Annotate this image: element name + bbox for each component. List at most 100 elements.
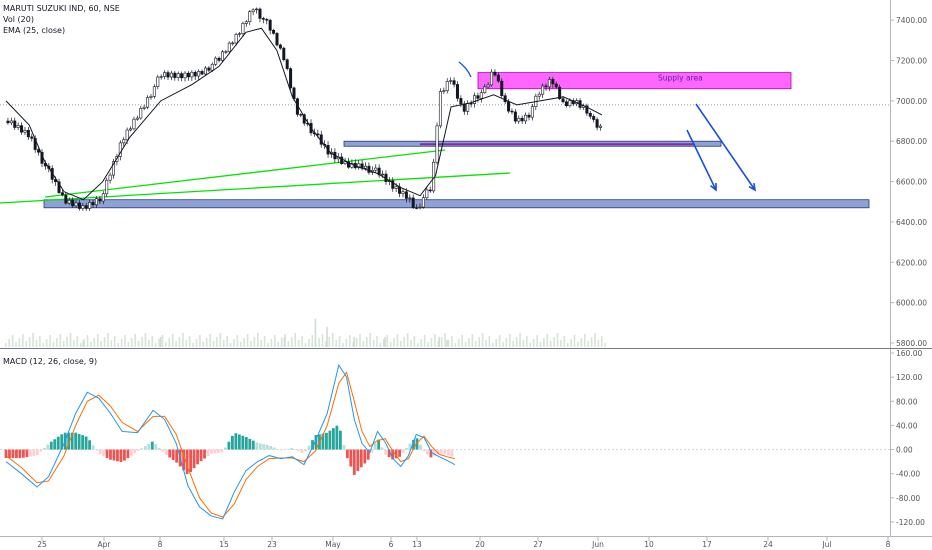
volume-bar bbox=[505, 338, 508, 347]
volume-bar bbox=[587, 341, 589, 347]
candle-body bbox=[421, 197, 425, 208]
volume-bar bbox=[406, 333, 409, 347]
volume-bar bbox=[212, 341, 215, 347]
time-tick-label: 13 bbox=[412, 540, 422, 549]
candle-body bbox=[343, 161, 347, 164]
candle-body bbox=[105, 179, 109, 195]
volume-bar bbox=[457, 339, 460, 347]
macd-histogram-bar bbox=[408, 443, 412, 450]
volume-bar bbox=[430, 338, 433, 347]
volume-bar bbox=[566, 343, 569, 347]
candle-body bbox=[183, 72, 187, 79]
candle-body bbox=[166, 72, 170, 78]
candle-body bbox=[595, 119, 599, 128]
volume-bar bbox=[274, 335, 276, 347]
macd-histogram-bar bbox=[116, 449, 119, 462]
macd-histogram-bar bbox=[220, 449, 224, 453]
volume-bar bbox=[113, 336, 116, 347]
projection-arrow-1-head bbox=[710, 182, 717, 192]
projection-arrow-2-head bbox=[748, 182, 757, 192]
candle-body bbox=[238, 33, 242, 35]
macd-histogram-bar bbox=[105, 449, 109, 458]
volume-spike-bar bbox=[82, 340, 84, 347]
candle-body bbox=[169, 72, 173, 78]
volume-bar bbox=[117, 343, 119, 347]
candle-body bbox=[381, 173, 385, 176]
time-tick-label: May bbox=[325, 540, 341, 549]
volume-bar bbox=[297, 340, 300, 347]
candle-body bbox=[255, 8, 259, 11]
volume-bar bbox=[318, 338, 320, 347]
candle-body bbox=[476, 95, 480, 99]
candle-body bbox=[483, 86, 487, 93]
candle-body bbox=[193, 71, 197, 77]
macd-histogram-bar bbox=[49, 441, 53, 450]
volume-bar bbox=[383, 339, 385, 347]
volume-bar bbox=[178, 337, 181, 347]
candle-body bbox=[231, 42, 235, 45]
macd-histogram-bar bbox=[332, 428, 335, 450]
macd-histogram-bar bbox=[129, 449, 133, 456]
candle-body bbox=[67, 199, 71, 204]
volume-bar bbox=[18, 338, 21, 347]
volume-bar bbox=[56, 338, 58, 347]
macd-histogram-bar bbox=[377, 439, 381, 450]
volume-bar bbox=[427, 342, 429, 347]
candle-body bbox=[445, 81, 449, 92]
macd-histogram-bar bbox=[217, 449, 220, 453]
macd-histogram-bar bbox=[230, 435, 234, 450]
time-tick-label: 24 bbox=[763, 540, 773, 549]
macd-histogram-bar bbox=[429, 449, 433, 458]
volume-bar bbox=[440, 337, 443, 347]
candle-body bbox=[418, 206, 422, 209]
volume-bar bbox=[250, 341, 252, 347]
macd-histogram-bar bbox=[147, 443, 151, 450]
candle-body bbox=[57, 181, 61, 193]
volume-bar bbox=[93, 338, 96, 347]
candle-body bbox=[64, 194, 68, 204]
price-tick-label: 6200.00 bbox=[896, 258, 927, 267]
macd-histogram-bar bbox=[363, 449, 367, 464]
candle-body bbox=[486, 84, 490, 88]
macd-histogram-bar bbox=[272, 447, 276, 450]
volume-bar bbox=[597, 340, 600, 347]
volume-bar bbox=[219, 333, 222, 347]
volume-bar bbox=[451, 336, 453, 347]
candle-body bbox=[173, 72, 177, 78]
macd-histogram-bar bbox=[42, 447, 46, 450]
volume-bar bbox=[246, 334, 249, 347]
candle-body bbox=[98, 198, 102, 202]
candle-body bbox=[207, 67, 211, 71]
macd-histogram-bar bbox=[56, 436, 60, 450]
macd-histogram-bar bbox=[185, 449, 189, 475]
candle-body bbox=[459, 98, 463, 105]
volume-bar bbox=[444, 333, 446, 347]
candle-body bbox=[438, 91, 442, 127]
candle-body bbox=[210, 63, 214, 71]
volume-bar bbox=[546, 334, 549, 347]
volume-bar bbox=[563, 336, 566, 347]
candle-body bbox=[561, 98, 565, 103]
macd-histogram-bar bbox=[67, 432, 71, 450]
candle-body bbox=[530, 106, 534, 118]
volume-bar bbox=[195, 339, 198, 347]
macd-histogram-bar bbox=[154, 444, 158, 450]
candle-body bbox=[6, 120, 10, 124]
candle-body bbox=[411, 197, 415, 209]
volume-bar bbox=[403, 337, 406, 347]
volume-bar bbox=[365, 337, 368, 347]
macd-tick-label: -120.00 bbox=[896, 518, 925, 527]
volume-bar bbox=[328, 337, 331, 347]
macd-histogram-bar bbox=[419, 444, 422, 450]
trendline-upper bbox=[44, 149, 446, 198]
volume-bar bbox=[209, 334, 211, 347]
price-tick-label: 6800.00 bbox=[896, 137, 927, 146]
macd-histogram-bar bbox=[168, 449, 172, 458]
candle-body bbox=[425, 189, 429, 199]
volume-bar bbox=[560, 340, 562, 347]
volume-bar bbox=[199, 335, 201, 347]
candle-body bbox=[455, 84, 459, 99]
volume-bar bbox=[549, 341, 552, 347]
volume-bar bbox=[205, 338, 208, 347]
